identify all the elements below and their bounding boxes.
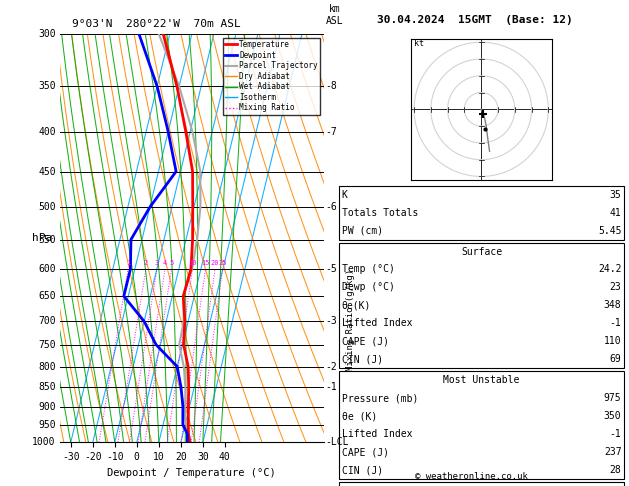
Text: 350: 350 [38, 81, 56, 91]
Text: 69: 69 [610, 354, 621, 364]
Text: 30.04.2024  15GMT  (Base: 12): 30.04.2024 15GMT (Base: 12) [377, 15, 573, 25]
Text: Totals Totals: Totals Totals [342, 208, 418, 218]
Text: CIN (J): CIN (J) [342, 465, 382, 475]
Text: θe (K): θe (K) [342, 411, 377, 421]
Text: 237: 237 [604, 447, 621, 457]
Text: 400: 400 [38, 126, 56, 137]
Text: 24.2: 24.2 [598, 264, 621, 275]
Text: 1: 1 [126, 260, 130, 266]
Text: 4: 4 [163, 260, 167, 266]
Text: km
ASL: km ASL [326, 4, 343, 26]
Text: 950: 950 [38, 420, 56, 430]
Text: 25: 25 [218, 260, 227, 266]
Text: -7: -7 [325, 126, 337, 137]
Text: 35: 35 [610, 190, 621, 200]
Text: Most Unstable: Most Unstable [443, 375, 520, 385]
Text: Lifted Index: Lifted Index [342, 318, 412, 329]
Text: -3: -3 [325, 316, 337, 326]
X-axis label: Dewpoint / Temperature (°C): Dewpoint / Temperature (°C) [108, 468, 276, 478]
Text: kt: kt [414, 38, 424, 48]
Text: 800: 800 [38, 362, 56, 372]
Text: 10: 10 [188, 260, 197, 266]
Text: 975: 975 [604, 393, 621, 403]
Text: CAPE (J): CAPE (J) [342, 336, 389, 347]
Text: 300: 300 [38, 29, 56, 39]
Text: -1: -1 [610, 318, 621, 329]
Text: CIN (J): CIN (J) [342, 354, 382, 364]
Text: -1: -1 [610, 429, 621, 439]
Text: -2: -2 [325, 362, 337, 372]
Text: 450: 450 [38, 167, 56, 176]
Text: K: K [342, 190, 347, 200]
Text: 41: 41 [610, 208, 621, 218]
Text: -8: -8 [325, 81, 337, 91]
Text: hPa: hPa [33, 233, 53, 243]
Text: Temp (°C): Temp (°C) [342, 264, 394, 275]
Text: Lifted Index: Lifted Index [342, 429, 412, 439]
Text: Pressure (mb): Pressure (mb) [342, 393, 418, 403]
Text: 600: 600 [38, 264, 56, 274]
Text: 350: 350 [604, 411, 621, 421]
Text: Surface: Surface [461, 246, 502, 257]
Text: 28: 28 [610, 465, 621, 475]
Text: -5: -5 [325, 264, 337, 274]
Text: -1: -1 [325, 382, 337, 392]
Text: 750: 750 [38, 340, 56, 350]
Text: 700: 700 [38, 316, 56, 326]
Text: Mixing Ratio (g/kg): Mixing Ratio (g/kg) [346, 269, 355, 371]
Text: 3: 3 [155, 260, 159, 266]
Text: θe(K): θe(K) [342, 300, 371, 311]
Text: 110: 110 [604, 336, 621, 347]
Text: 23: 23 [610, 282, 621, 293]
Text: 348: 348 [604, 300, 621, 311]
Text: 650: 650 [38, 291, 56, 301]
Text: 20: 20 [211, 260, 220, 266]
Text: CAPE (J): CAPE (J) [342, 447, 389, 457]
Text: 15: 15 [201, 260, 210, 266]
Text: Dewp (°C): Dewp (°C) [342, 282, 394, 293]
Text: 2: 2 [144, 260, 148, 266]
Text: 900: 900 [38, 401, 56, 412]
Text: © weatheronline.co.uk: © weatheronline.co.uk [415, 472, 528, 481]
Text: 500: 500 [38, 202, 56, 212]
Text: 9°03'N  280°22'W  70m ASL: 9°03'N 280°22'W 70m ASL [72, 19, 241, 30]
Legend: Temperature, Dewpoint, Parcel Trajectory, Dry Adiabat, Wet Adiabat, Isotherm, Mi: Temperature, Dewpoint, Parcel Trajectory… [223, 38, 320, 115]
Text: -LCL: -LCL [325, 437, 348, 447]
Text: 850: 850 [38, 382, 56, 392]
Text: 5.45: 5.45 [598, 226, 621, 236]
Text: 1000: 1000 [32, 437, 56, 447]
Text: 550: 550 [38, 235, 56, 244]
Text: -6: -6 [325, 202, 337, 212]
Text: 5: 5 [169, 260, 174, 266]
Text: PW (cm): PW (cm) [342, 226, 382, 236]
